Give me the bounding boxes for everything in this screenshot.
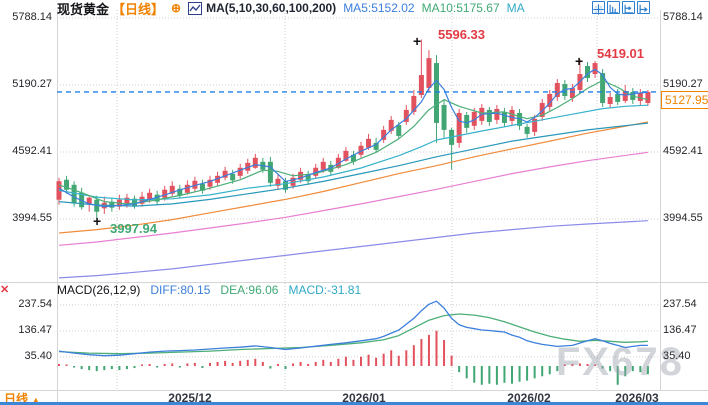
trough-price-label: 3997.94 (110, 221, 157, 236)
date-axis-label: 2026/03 (615, 391, 659, 405)
line-MA5 (58, 68, 648, 208)
add-indicator-icon[interactable]: ⊕ (171, 1, 182, 15)
peak-price-label: 5596.33 (438, 27, 485, 42)
macd-axis-label: 237.54 (663, 297, 697, 310)
secondary-peak-price-label: 5419.01 (597, 46, 644, 61)
price-axis-label: 3994.55 (663, 212, 703, 225)
watermark: FX678 (556, 340, 684, 384)
chart-header: 现货黄金 【日线】 ⊕ MA(5,10,30,60,100,200) MA5:5… (57, 0, 525, 17)
macd-header: MACD(26,12,9) DIFF:80.15 DEA:96.06 MACD:… (57, 283, 361, 297)
price-axis-label: 5190.27 (12, 78, 52, 90)
price-axis-label: 5190.27 (663, 78, 703, 90)
macd-axis-label: 35.40 (24, 349, 52, 362)
macd-axis-label: 136.47 (18, 323, 52, 336)
macd-value-label: MACD:-31.81 (288, 283, 362, 297)
macd-axis-label: 35.40 (663, 349, 691, 362)
peak-marker-cross: + (413, 33, 422, 49)
chart-toolbar (592, 1, 650, 15)
kline-icon[interactable] (188, 1, 203, 15)
macd-diff-label: DIFF:80.15 (150, 283, 211, 297)
panel-borders (0, 10, 708, 403)
candlestick-series (56, 39, 651, 219)
fit-vertical-icon[interactable] (607, 1, 620, 14)
dea-line (58, 313, 648, 355)
ma-settings-label[interactable]: MA(5,10,30,60,100,200) (206, 1, 337, 15)
last-price-tag: 5127.95 (661, 91, 708, 109)
macd-lines (58, 300, 648, 357)
ma10-value-label: MA10:5175.67 (421, 1, 500, 15)
macd-axis-label: 237.54 (18, 297, 52, 310)
panel-close-icon[interactable]: ✕ (0, 284, 10, 296)
timeframe-label: 日线 (4, 392, 29, 405)
pan-right-icon[interactable] (637, 1, 650, 14)
secondary-peak-marker-cross: + (575, 53, 584, 69)
period-tag[interactable]: 【日线】 (112, 1, 165, 17)
line-MA100 (58, 121, 649, 234)
crosshair-icon[interactable] (592, 1, 605, 15)
macd-settings-label[interactable]: MACD(26,12,9) (57, 283, 141, 297)
ma5-value-label: MA5:5152.02 (343, 1, 415, 15)
horizontal-scrollbar[interactable] (0, 402, 708, 405)
trough-marker-cross: + (93, 213, 102, 229)
date-axis-label: 2025/12 (168, 391, 212, 405)
timeframe-arrow-icon: ▲ (31, 395, 41, 405)
price-axis-label: 5788.14 (12, 10, 52, 23)
line-MA60 (58, 122, 648, 207)
line-MA200 (58, 151, 648, 246)
symbol-name: 现货黄金 (57, 1, 110, 17)
price-axis-label: 4592.41 (12, 145, 52, 158)
diff-line (58, 300, 648, 357)
date-axis-label: 2026/02 (507, 391, 551, 405)
macd-histogram (58, 330, 649, 385)
line-MA10 (58, 79, 649, 205)
timeframe-indicator[interactable]: 日线 ▲ (4, 390, 40, 405)
macd-axis-label: 136.47 (663, 323, 697, 336)
ma-lines (58, 68, 649, 279)
ma30-value-label: MA (506, 1, 525, 15)
line-MA200-extra (58, 220, 648, 279)
line-MA30 (58, 104, 648, 201)
fit-horizontal-icon[interactable] (622, 1, 635, 14)
date-axis-label: 2026/01 (342, 391, 386, 405)
price-axis-label: 5788.14 (663, 10, 703, 23)
price-axis-label: 3994.55 (12, 212, 52, 225)
price-axis-label: 4592.41 (663, 145, 703, 158)
macd-dea-label: DEA:96.06 (220, 283, 279, 297)
